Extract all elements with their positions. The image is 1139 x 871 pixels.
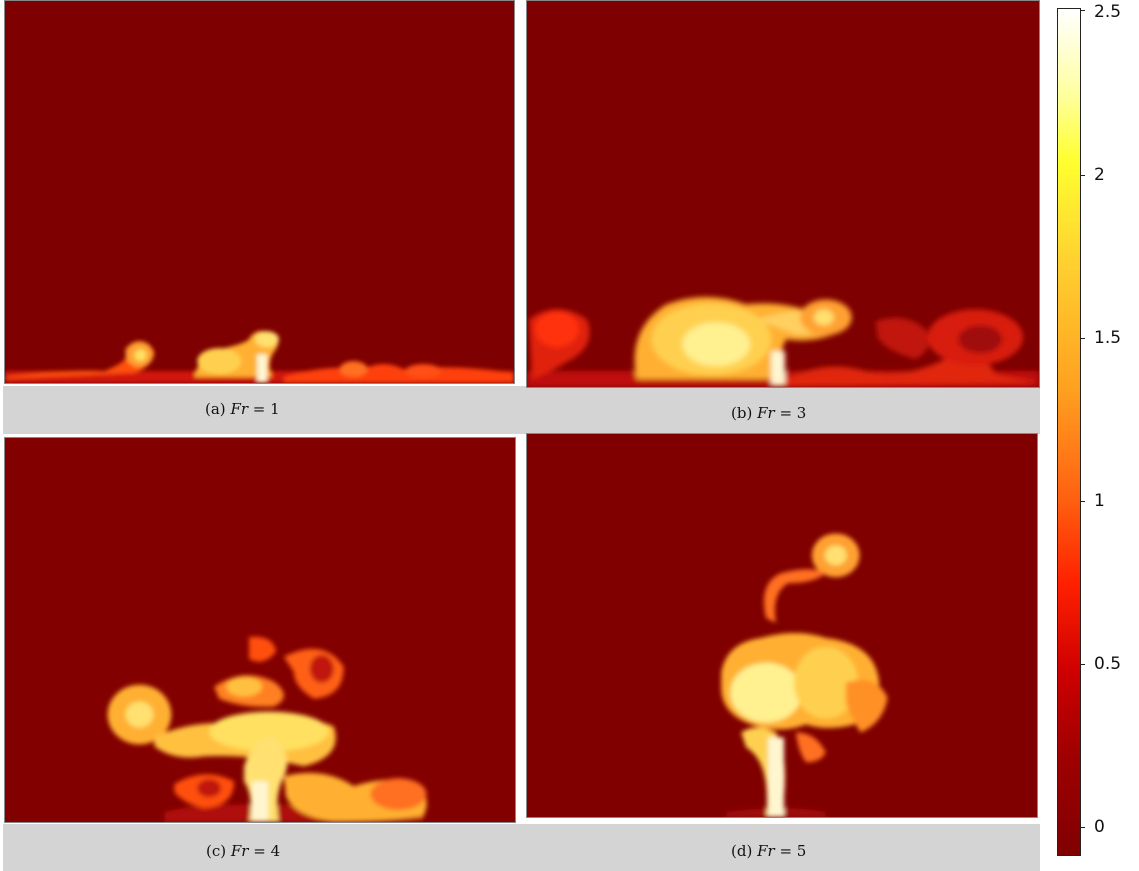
caption-a-eq: = xyxy=(248,400,271,418)
colorbar-tick xyxy=(1081,338,1085,339)
caption-d-eq: = xyxy=(774,842,797,860)
caption-a-expr: Fr xyxy=(230,400,249,418)
caption-d-value: 5 xyxy=(796,842,807,860)
caption-d: (d) Fr = 5 xyxy=(731,842,806,860)
colorbar xyxy=(1057,8,1081,856)
colorbar-tick-label: 2.5 xyxy=(1094,2,1122,22)
caption-c-expr: Fr xyxy=(230,842,249,860)
panel-c-image xyxy=(4,437,516,823)
colorbar-tick xyxy=(1081,501,1085,502)
caption-d-expr: Fr xyxy=(757,842,775,860)
caption-c: (c) Fr = 4 xyxy=(206,842,280,860)
panel-b-image xyxy=(526,0,1040,388)
colorbar-tick-label: 0.5 xyxy=(1094,654,1122,674)
caption-b-expr: Fr xyxy=(757,404,775,422)
caption-c-eq: = xyxy=(248,842,271,860)
caption-a: (a) Fr = 1 xyxy=(205,400,280,418)
caption-c-value: 4 xyxy=(270,842,281,860)
panel-d-image xyxy=(526,433,1038,818)
caption-a-label: (a) xyxy=(205,400,226,418)
caption-b-label: (b) xyxy=(731,404,753,422)
caption-a-value: 1 xyxy=(270,400,280,418)
caption-bar-bottom xyxy=(3,824,1040,871)
colorbar-tick-label: 1 xyxy=(1094,491,1105,511)
colorbar-tick-label: 1.5 xyxy=(1094,328,1122,348)
colorbar-tick-label: 0 xyxy=(1094,817,1105,837)
caption-d-label: (d) xyxy=(731,842,753,860)
caption-b-eq: = xyxy=(774,404,797,422)
colorbar-tick-label: 2 xyxy=(1094,165,1105,185)
panel-a-image xyxy=(4,0,515,384)
colorbar-tick xyxy=(1081,10,1085,11)
caption-b-value: 3 xyxy=(796,404,807,422)
caption-b: (b) Fr = 3 xyxy=(731,404,806,422)
colorbar-tick xyxy=(1081,664,1085,665)
colorbar-tick xyxy=(1081,175,1085,176)
caption-c-label: (c) xyxy=(206,842,227,860)
caption-bar-top xyxy=(3,386,1040,434)
colorbar-tick xyxy=(1081,827,1085,828)
